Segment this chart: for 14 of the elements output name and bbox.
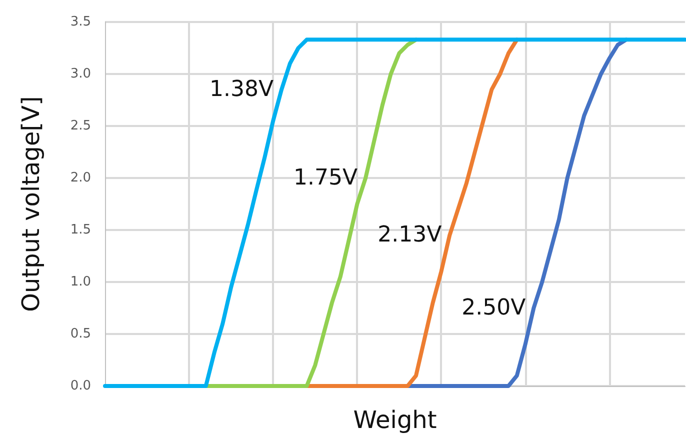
y-tick-label: 3.0 (70, 66, 91, 82)
y-tick-label: 0.5 (70, 326, 91, 342)
y-tick-label: 2.0 (70, 170, 91, 186)
y-tick-label: 1.0 (70, 274, 91, 290)
series-label: 1.38V (209, 77, 274, 102)
y-tick-label: 2.5 (70, 118, 91, 134)
series-label: 1.75V (294, 166, 358, 190)
x-axis-title: Weight (353, 406, 437, 434)
series-label: 2.50V (462, 296, 526, 320)
y-axis-title: Output voltage[V] (17, 96, 45, 312)
y-tick-label: 3.5 (70, 14, 91, 30)
y-tick-label: 0.0 (70, 378, 91, 394)
y-tick-label: 1.5 (70, 222, 91, 238)
series-label: 2.13V (378, 222, 442, 248)
